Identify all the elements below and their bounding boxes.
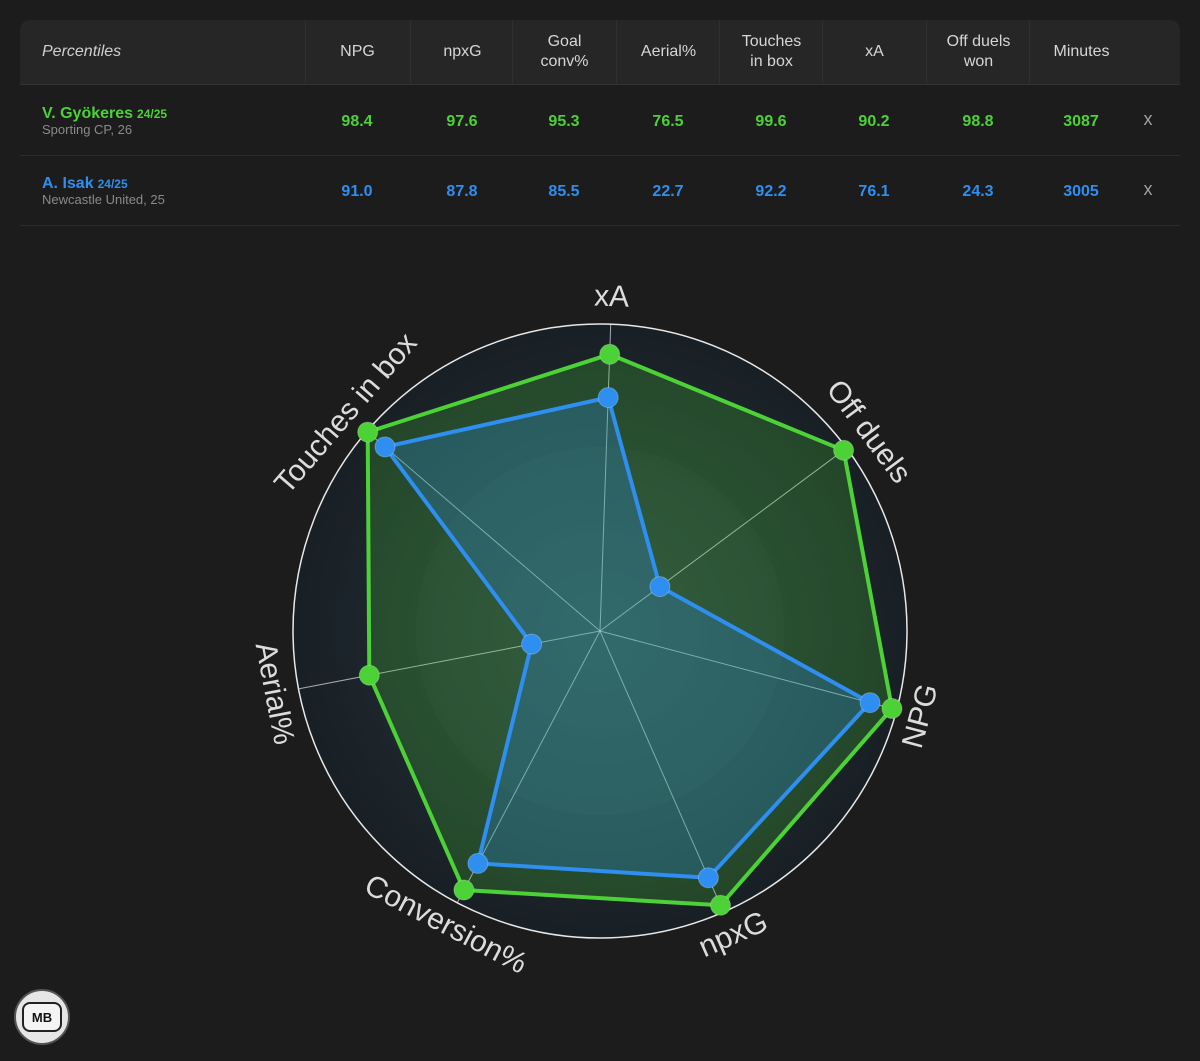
column-header[interactable]: Off duels won	[926, 20, 1030, 84]
series-polygon-isak	[383, 395, 872, 880]
data-point-isak	[467, 852, 489, 874]
logo-text: MB	[22, 1002, 62, 1032]
stat-value: 95.3	[548, 113, 580, 130]
stat-value: 97.6	[446, 113, 478, 130]
stat-value: 90.2	[858, 113, 890, 130]
column-header[interactable]: Minutes	[1029, 20, 1133, 84]
column-header[interactable]: NPG	[305, 20, 409, 84]
player-club: Sporting CP, 26	[42, 122, 133, 137]
data-point-isak	[521, 633, 543, 655]
column-header[interactable]: npxG	[410, 20, 514, 84]
data-point-isak	[859, 692, 881, 714]
stat-value: 92.2	[755, 183, 787, 200]
data-point-gyokeres	[710, 894, 731, 916]
axis-label: Aerial%	[249, 640, 301, 748]
data-point-gyokeres	[358, 664, 380, 686]
column-header[interactable]: Aerial%	[616, 20, 720, 84]
mb-logo: MB	[14, 989, 70, 1045]
table-row: V. Gyökeres 24/25 Sporting CP, 26 98.4 97.6 9…	[20, 85, 1180, 156]
radar-spoke	[599, 630, 897, 711]
percentiles-table: Percentiles NPG npxG Goal conv% Aerial% Touche…	[20, 20, 1180, 226]
header-percentiles: Percentiles	[42, 43, 122, 60]
data-point-isak	[597, 387, 619, 408]
stat-value: 24.3	[962, 183, 994, 200]
stat-value: 98.4	[341, 113, 373, 130]
axis-label: NPG	[896, 680, 945, 751]
stat-value: 98.8	[962, 113, 994, 130]
radar-spoke	[599, 324, 612, 632]
series-polygon-gyokeres	[365, 352, 894, 908]
data-point-isak	[374, 436, 396, 458]
axis-label: xA	[594, 280, 630, 314]
column-header[interactable]: Goal conv%	[512, 20, 616, 84]
stat-value: 22.7	[652, 183, 684, 200]
stat-value: 87.8	[446, 183, 478, 200]
data-point-gyokeres	[833, 439, 855, 461]
data-point-gyokeres	[881, 698, 903, 719]
stat-value: 99.6	[755, 113, 787, 130]
radar-spoke	[599, 630, 724, 913]
player-season: 24/25	[97, 177, 128, 191]
radar-spoke	[366, 430, 601, 632]
data-point-gyokeres	[453, 879, 475, 901]
player-club: Newcastle United, 25	[42, 192, 165, 207]
data-point-isak	[697, 867, 719, 889]
data-point-gyokeres	[357, 421, 379, 443]
data-point-isak	[649, 576, 671, 598]
radar-spoke	[298, 630, 601, 690]
stat-value: 85.5	[548, 183, 580, 200]
stat-value: 76.1	[858, 183, 890, 200]
table-row: A. Isak 24/25 Newcastle United, 25 91.0 87.8…	[20, 155, 1180, 226]
column-header[interactable]: Touches in box	[719, 20, 823, 84]
table-header: Percentiles NPG npxG Goal conv% Aerial% Touche…	[20, 20, 1180, 85]
player-season: 24/25	[137, 107, 168, 121]
player-name[interactable]: A. Isak 24/25	[42, 175, 128, 192]
data-point-gyokeres	[599, 343, 621, 365]
column-header[interactable]: xA	[822, 20, 926, 84]
stat-value: 3005	[1063, 183, 1099, 200]
stat-value: 91.0	[341, 183, 373, 200]
remove-player-button[interactable]: x	[1143, 109, 1153, 129]
radar-spoke	[599, 447, 847, 632]
stat-value: 76.5	[652, 113, 684, 130]
player-name[interactable]: V. Gyökeres 24/25	[42, 105, 168, 122]
remove-player-button[interactable]: x	[1143, 179, 1153, 199]
stat-value: 3087	[1063, 113, 1099, 130]
